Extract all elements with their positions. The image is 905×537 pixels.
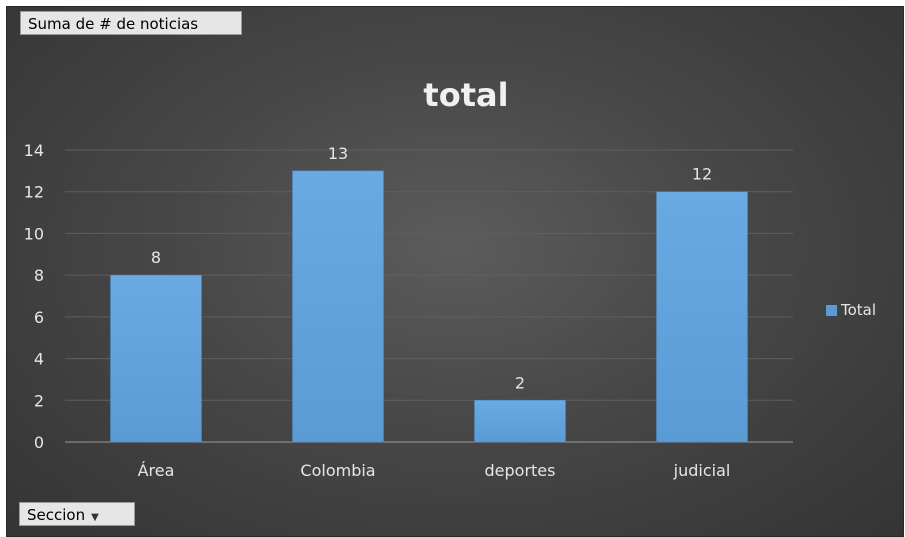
y-tick-label: 14 (24, 141, 44, 160)
chart-area (6, 6, 904, 537)
value-field-label: Suma de # de noticias (28, 15, 199, 33)
y-tick-label: 4 (34, 350, 44, 369)
legend-swatch (826, 304, 837, 316)
data-label: 8 (151, 248, 161, 267)
y-tick-label: 12 (24, 183, 44, 202)
legend-label: Total (841, 301, 877, 319)
data-label: 12 (692, 165, 712, 184)
value-field-button[interactable]: Suma de # de noticias (20, 11, 242, 35)
data-label: 2 (515, 373, 525, 392)
chart-title: total (423, 76, 508, 114)
axis-field-label: Seccion (27, 506, 86, 524)
bar[interactable] (474, 400, 566, 443)
data-label: 13 (328, 144, 348, 163)
y-tick-label: 0 (34, 433, 44, 452)
axis-field-button[interactable]: Seccion ▼ (19, 502, 135, 526)
dropdown-arrow-icon[interactable]: ▼ (91, 512, 99, 523)
y-tick-label: 2 (34, 391, 44, 410)
x-tick-label: deportes (485, 461, 556, 480)
y-tick-label: 6 (34, 308, 44, 327)
bar[interactable] (656, 191, 748, 443)
x-tick-label: Área (138, 461, 175, 480)
y-tick-label: 10 (24, 224, 44, 243)
bar[interactable] (110, 274, 202, 443)
bar[interactable] (292, 170, 384, 443)
x-tick-label: judicial (673, 461, 731, 480)
legend[interactable]: Total (826, 301, 876, 319)
x-tick-label: Colombia (300, 461, 375, 480)
y-tick-label: 8 (34, 266, 44, 285)
